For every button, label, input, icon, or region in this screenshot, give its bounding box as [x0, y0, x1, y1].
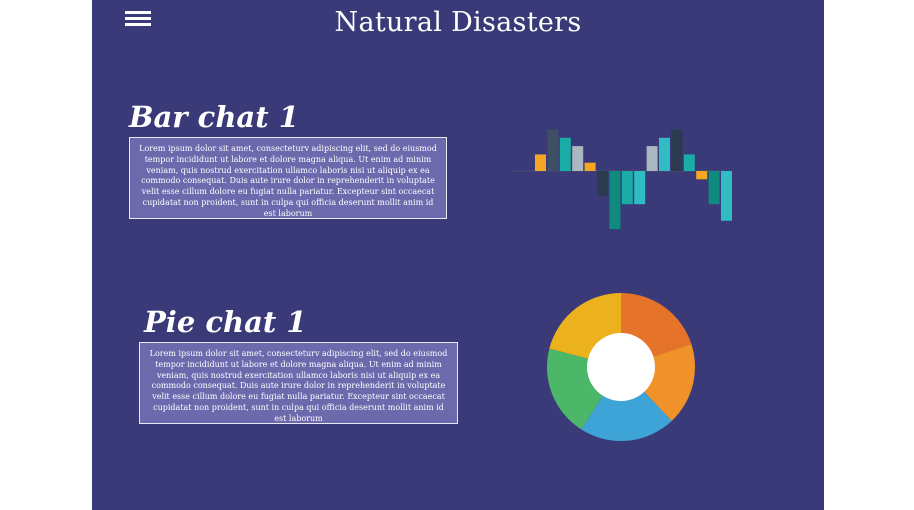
- page-canvas: Natural Disasters Bar chat 1 Lorem ipsum…: [92, 0, 824, 510]
- hamburger-menu-icon[interactable]: [125, 11, 151, 27]
- bar-chart-bar: [671, 129, 683, 171]
- page-title: Natural Disasters: [334, 7, 582, 38]
- donut-slice: [581, 367, 672, 441]
- donut-chart: [546, 293, 696, 441]
- bar-chart-bar: [609, 171, 621, 230]
- bar-chart-bar: [572, 146, 584, 171]
- menu-line: [125, 11, 151, 14]
- bar-chart-bar: [535, 154, 546, 171]
- donut-hole: [587, 333, 655, 401]
- bar-chart-description: Lorem ipsum dolor sit amet, consecteturv…: [129, 137, 447, 219]
- pie-chart-heading: Pie chat 1: [144, 305, 307, 339]
- bar-chart-bar: [659, 137, 670, 171]
- bar-chart-bar: [696, 171, 708, 180]
- bar-chart-bar: [721, 171, 732, 221]
- bar-chart-bar: [634, 171, 646, 205]
- bar-chart-bar: [559, 137, 571, 171]
- bar-chart-bar: [584, 162, 596, 171]
- menu-line: [125, 23, 151, 26]
- bar-chart-bar: [621, 171, 633, 205]
- bar-chart-bar: [547, 129, 559, 171]
- pie-chart-description: Lorem ipsum dolor sit amet, consecteturv…: [139, 342, 458, 424]
- bar-chart-bar: [683, 154, 695, 171]
- bar-chart: [512, 129, 732, 230]
- menu-line: [125, 17, 151, 20]
- bar-chart-heading: Bar chat 1: [129, 100, 299, 134]
- bar-chart-bar: [597, 171, 608, 196]
- bar-chart-bar: [646, 146, 658, 171]
- bar-chart-bar: [708, 171, 720, 205]
